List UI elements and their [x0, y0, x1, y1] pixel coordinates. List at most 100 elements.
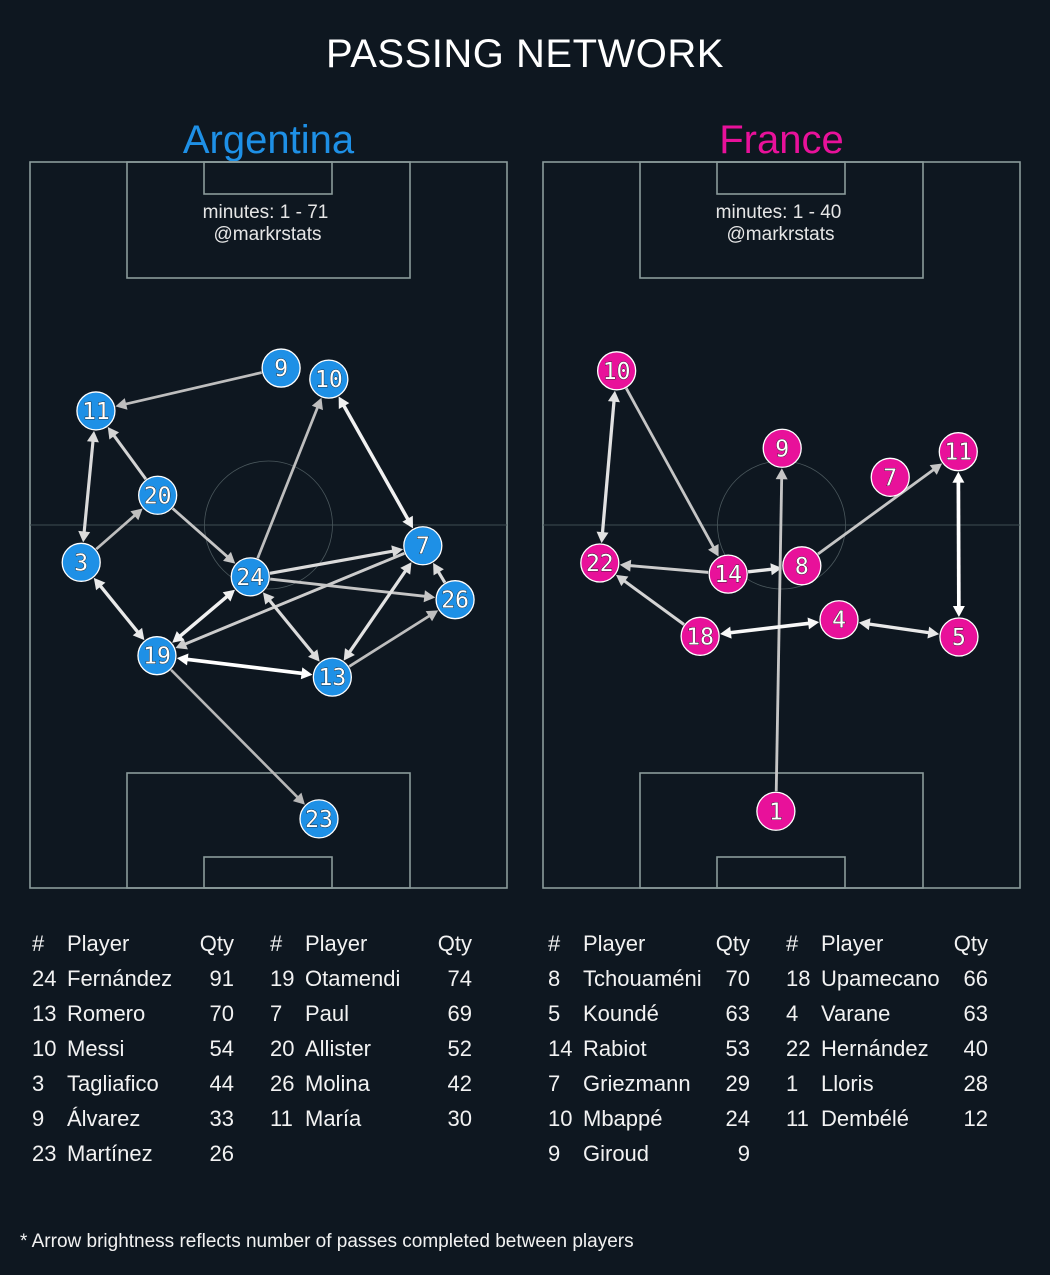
arrowhead — [402, 515, 413, 529]
player-node-circle — [870, 457, 910, 497]
player-number: 9 — [32, 1106, 45, 1131]
player-node-24: 24 — [230, 557, 270, 597]
arrowhead — [607, 390, 620, 403]
player-name: Martínez — [67, 1141, 153, 1166]
player-node-3: 3 — [61, 542, 101, 582]
arrowhead — [929, 463, 943, 475]
arrowhead — [175, 638, 188, 650]
player-number: 14 — [548, 1036, 573, 1061]
edge-line — [625, 387, 716, 550]
edge-13-7 — [343, 562, 412, 661]
edge-line — [747, 567, 774, 574]
edge-3-20 — [95, 508, 143, 551]
table-header: # Player Qty — [32, 928, 234, 963]
player-number: 9 — [548, 1141, 561, 1166]
player-node-number: 7 — [416, 534, 430, 560]
arrowhead — [311, 397, 323, 411]
pitch-france: minutes: 1 - 40@markrstats 10 9 11 7 22 14 8 18 4… — [542, 161, 1021, 889]
player-node-9: 9 — [762, 428, 802, 468]
player-node-23: 23 — [299, 799, 339, 839]
player-node-7: 7 — [870, 457, 910, 497]
edge-24-13 — [262, 592, 320, 662]
chart-title: PASSING NETWORK — [326, 32, 724, 76]
player-number: 11 — [786, 1106, 809, 1131]
player-node-number: 14 — [714, 562, 742, 588]
nodes-france: 10 9 11 7 22 14 8 18 4 5 1 — [580, 351, 979, 831]
table-row: 9 Giroud 9 — [548, 1138, 750, 1173]
edge-line — [171, 507, 230, 559]
edge-11-3 — [78, 430, 99, 543]
edge-20-11 — [107, 427, 148, 481]
player-node-circle — [762, 428, 802, 468]
player-node-circle — [756, 791, 796, 831]
arrowhead — [132, 627, 145, 641]
table-row: 7 Griezmann 29 — [548, 1068, 750, 1103]
arrowhead — [775, 468, 788, 480]
table-header: # Player Qty — [548, 928, 750, 963]
player-number: 5 — [548, 1001, 561, 1026]
player-node-13: 13 — [312, 657, 352, 697]
player-node-number: 10 — [603, 359, 631, 385]
player-node-circle — [680, 616, 720, 656]
player-node-circle — [782, 546, 822, 586]
edge-line — [728, 621, 811, 635]
arrowhead — [619, 559, 632, 572]
arrowhead — [223, 551, 236, 564]
player-node-circle — [403, 526, 443, 566]
table-row: 5 Koundé 63 — [548, 998, 750, 1033]
player-table-france-1: # Player Qty 8 Tchouaméni 70 5 Koundé 63 14 Rabiot… — [548, 928, 750, 1173]
edge-line — [111, 433, 148, 481]
arrowhead — [338, 396, 350, 410]
player-name: Giroud — [583, 1141, 650, 1166]
player-name: Otamendi — [305, 966, 401, 991]
pass-qty: Qty — [437, 931, 472, 956]
edge-line — [170, 668, 300, 800]
arrowhead — [222, 589, 235, 602]
player-node-number: 9 — [775, 436, 789, 462]
player-name: Dembélé — [821, 1106, 910, 1131]
pass-qty: 52 — [447, 1036, 472, 1061]
footnote: * Arrow brightness reflects number of pa… — [20, 1231, 634, 1252]
pass-qty: Qty — [715, 931, 750, 956]
penalty-box-bottom — [126, 772, 411, 889]
player-name: Player — [67, 931, 130, 956]
player-node-number: 9 — [274, 356, 288, 382]
arrowhead — [952, 471, 965, 483]
arrowhead — [262, 592, 275, 605]
player-number: # — [270, 931, 283, 956]
player-number: # — [786, 931, 799, 956]
edge-24-7 — [269, 545, 404, 575]
edge-8-11 — [817, 463, 943, 556]
player-node-circle — [819, 600, 859, 640]
pass-qty: 91 — [209, 966, 234, 991]
arrowhead — [596, 531, 609, 544]
edge-line — [269, 577, 427, 598]
pass-qty: 30 — [447, 1106, 472, 1131]
player-number: 7 — [548, 1071, 561, 1096]
player-number: # — [548, 931, 561, 956]
player-number: 10 — [32, 1036, 57, 1061]
pass-qty: 66 — [963, 966, 988, 991]
arrowhead — [423, 590, 436, 603]
player-node-circle — [261, 348, 301, 388]
edge-line — [341, 403, 411, 522]
player-node-14: 14 — [708, 554, 748, 594]
pass-qty: 70 — [725, 966, 750, 991]
center-circle — [204, 460, 333, 590]
player-node-number: 3 — [74, 550, 88, 576]
player-node-number: 23 — [305, 807, 333, 833]
arrowhead — [308, 649, 320, 662]
pass-qty: 26 — [209, 1141, 234, 1166]
pass-qty: 33 — [209, 1106, 234, 1131]
edge-9-11 — [115, 371, 262, 410]
table-row: 22 Hernández 40 — [786, 1033, 988, 1068]
arrowhead — [300, 667, 313, 680]
arrowhead — [93, 577, 106, 591]
pass-qty: 54 — [209, 1036, 234, 1061]
arrowhead — [927, 626, 940, 639]
edge-4-5 — [858, 618, 940, 639]
player-node-number: 5 — [952, 625, 966, 651]
edge-line — [183, 552, 405, 646]
player-node-20: 20 — [138, 475, 178, 515]
player-node-number: 10 — [315, 367, 343, 393]
